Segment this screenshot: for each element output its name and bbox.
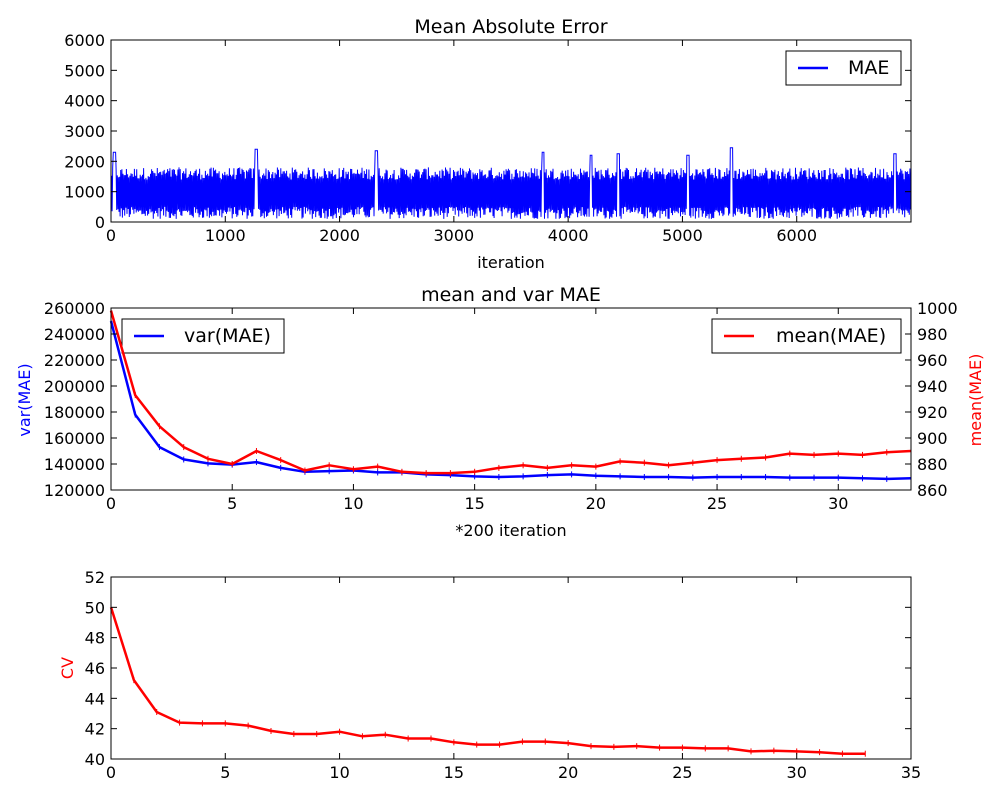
cv-ytick-label: 48	[85, 629, 105, 648]
mae-xtick-label: 1000	[205, 226, 246, 245]
mean-var-chart: mean and var MAE *200 iteration var(MAE)…	[15, 284, 985, 540]
mean-ytick-label: 900	[917, 429, 948, 448]
mean-var-xtick-label: 10	[343, 494, 363, 513]
mae-xtick-label: 0	[106, 226, 116, 245]
mean-var-xtick-label: 5	[227, 494, 237, 513]
var-ytick-label: 140000	[44, 455, 105, 474]
mae-ytick-label: 2000	[64, 152, 105, 171]
cv-axis-label: CV	[58, 657, 77, 679]
mean-var-xtick-label: 25	[707, 494, 727, 513]
mean-ytick-label: 980	[917, 325, 948, 344]
mean-var-xtick-label: 0	[106, 494, 116, 513]
cv-ytick-label: 46	[85, 659, 105, 678]
var-ytick-label: 200000	[44, 377, 105, 396]
cv-ytick-label: 40	[85, 750, 105, 769]
cv-ytick-label: 42	[85, 720, 105, 739]
cv-xtick-label: 35	[901, 763, 921, 782]
mean-ytick-label: 1000	[917, 299, 958, 318]
mae-ytick-label: 0	[95, 213, 105, 232]
mae-ytick-label: 6000	[64, 31, 105, 50]
cv-ytick-label: 44	[85, 689, 105, 708]
mean-var-chart-title: mean and var MAE	[421, 284, 601, 306]
mae-xtick-label: 6000	[776, 226, 817, 245]
cv-xtick-label: 0	[106, 763, 116, 782]
mae-ytick-label: 4000	[64, 92, 105, 111]
cv-xtick-label: 30	[787, 763, 807, 782]
mean-legend: mean(MAE)	[711, 318, 902, 354]
mean-ytick-label: 880	[917, 455, 948, 474]
mae-ytick-label: 3000	[64, 122, 105, 141]
mae-ytick-label: 1000	[64, 183, 105, 202]
mean-axis-label: mean(MAE)	[966, 354, 985, 447]
mean-var-plot-frame	[110, 307, 912, 491]
mae-ytick-label: 5000	[64, 61, 105, 80]
mean-ytick-label: 920	[917, 403, 948, 422]
cv-chart: CV 0 5 10 15 20 25 30 35 40 42 44 46 48 50 52	[58, 568, 921, 782]
var-ytick-label: 240000	[44, 325, 105, 344]
mae-chart-xlabel: iteration	[477, 253, 545, 272]
var-legend-label: var(MAE)	[184, 325, 271, 347]
cv-xtick-label: 10	[329, 763, 349, 782]
mae-xtick-label: 5000	[662, 226, 703, 245]
var-ytick-label: 120000	[44, 481, 105, 500]
mae-chart-title: Mean Absolute Error	[414, 16, 607, 38]
mae-chart: Mean Absolute Error iteration MAE 0 1000 2…	[64, 16, 912, 272]
cv-ytick-label: 50	[85, 598, 105, 617]
mean-var-chart-xlabel: *200 iteration	[455, 521, 566, 540]
mae-series-line	[111, 147, 911, 219]
mean-legend-label: mean(MAE)	[776, 325, 886, 347]
cv-xtick-label: 25	[672, 763, 692, 782]
mean-var-xtick-label: 30	[828, 494, 848, 513]
var-series-line	[109, 320, 912, 481]
var-ytick-label: 220000	[44, 351, 105, 370]
var-ytick-label: 260000	[44, 299, 105, 318]
cv-xtick-label: 15	[444, 763, 464, 782]
var-ytick-label: 180000	[44, 403, 105, 422]
cv-xtick-label: 20	[558, 763, 578, 782]
mean-var-xtick-label: 20	[586, 494, 606, 513]
mae-chart-legend: MAE	[785, 50, 902, 86]
var-axis-label: var(MAE)	[15, 363, 34, 436]
cv-ytick-label: 52	[85, 568, 105, 587]
mean-series-line	[109, 310, 912, 475]
mae-legend-label: MAE	[848, 57, 889, 79]
cv-series-line	[109, 606, 866, 755]
mean-ytick-label: 940	[917, 377, 948, 396]
mean-ytick-label: 960	[917, 351, 948, 370]
var-ytick-label: 160000	[44, 429, 105, 448]
mae-xtick-label: 4000	[548, 226, 589, 245]
mean-var-xtick-label: 15	[464, 494, 484, 513]
mae-xtick-label: 2000	[319, 226, 360, 245]
var-legend: var(MAE)	[121, 318, 285, 354]
mae-xtick-label: 3000	[433, 226, 474, 245]
mean-ytick-label: 860	[917, 481, 948, 500]
cv-xtick-label: 5	[220, 763, 230, 782]
